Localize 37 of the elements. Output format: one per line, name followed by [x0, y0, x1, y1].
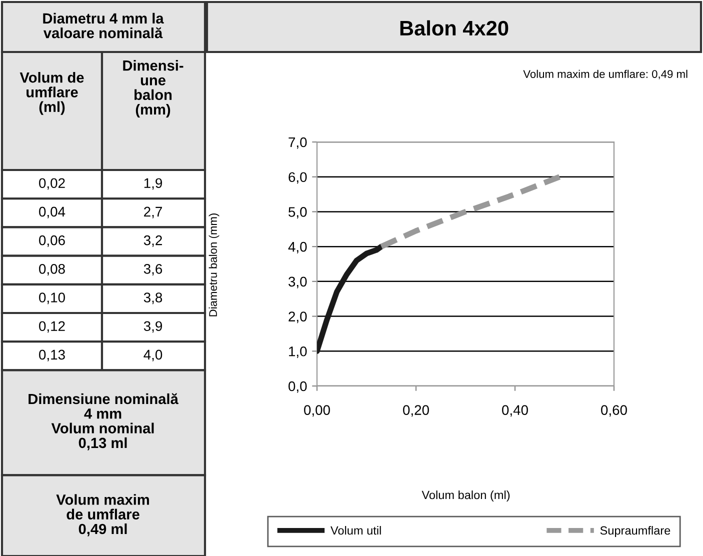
text: Diametru balon (mm) — [208, 214, 220, 316]
text: 3,9 — [144, 321, 162, 333]
y-tick-label: 7,0 — [288, 137, 307, 149]
y-tick-label: 0,0 — [288, 381, 307, 393]
x-tick-label: 0,40 — [502, 405, 528, 417]
y-tick-label: 2,0 — [288, 312, 307, 324]
text: 0,02 — [39, 178, 65, 190]
text: Dimensiune nominală 4 mm Volum nominal 0,13 ml — [28, 393, 178, 450]
text: 1,9 — [144, 178, 162, 190]
text: 0,08 — [39, 264, 65, 276]
x-tick-label: 0,20 — [403, 405, 429, 417]
y-tick-label: 5,0 — [288, 207, 307, 219]
legend-label: Supraumflare — [600, 526, 670, 538]
text: 0,04 — [39, 206, 66, 218]
text: 3,2 — [144, 235, 162, 247]
text: 4,0 — [144, 350, 162, 362]
text: 3,6 — [144, 264, 162, 276]
x-tick-label: 0,60 — [601, 405, 627, 417]
y-tick-label: 4,0 — [288, 242, 307, 254]
text: Volum de umflare (ml) — [20, 72, 84, 115]
y-tick-label: 1,0 — [289, 346, 307, 358]
chart-title: Balon 4x20 — [400, 20, 508, 36]
y-tick-label: 6,0 — [288, 172, 307, 184]
text: 0,10 — [39, 292, 65, 304]
text: Dimensi- une balon (mm) — [123, 60, 184, 118]
text: 0,06 — [39, 235, 65, 247]
text: Volum maxim de umflare 0,49 ml — [56, 494, 149, 536]
text: 0,12 — [39, 321, 65, 333]
text: 2,7 — [144, 206, 162, 218]
legend-label: Volum util — [330, 526, 381, 535]
text: Volum maxim de umflare: 0,49 ml — [523, 70, 688, 80]
text: 0,13 — [39, 350, 65, 362]
x-tick-label: 0,00 — [304, 405, 330, 417]
text: 3,8 — [144, 292, 162, 304]
text: Diametru 4 mm la valoare nominală — [43, 12, 164, 38]
text: Volum balon (ml) — [422, 490, 510, 502]
y-tick-label: 3,0 — [288, 276, 307, 288]
